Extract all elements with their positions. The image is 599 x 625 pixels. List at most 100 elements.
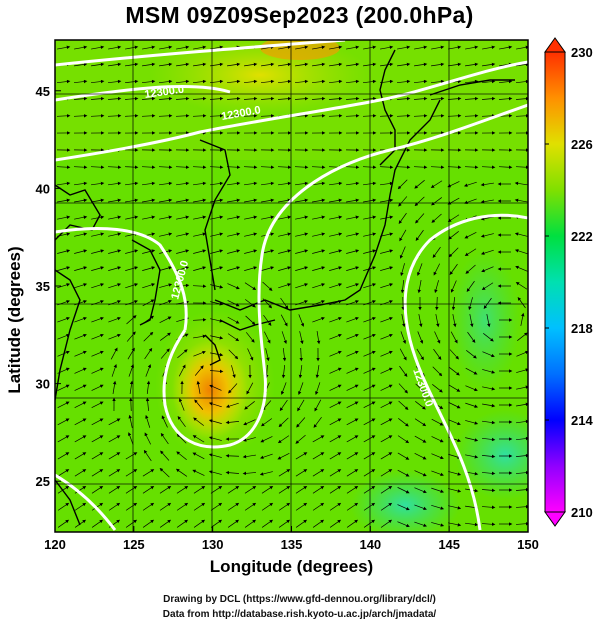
wind-arrow xyxy=(346,452,359,460)
wind-arrow xyxy=(227,283,240,290)
wind-arrow xyxy=(108,317,121,323)
wind-arrow xyxy=(363,333,376,340)
wind-arrow xyxy=(91,519,104,528)
wind-arrow xyxy=(108,435,121,443)
wind-arrow xyxy=(329,502,342,511)
wind-arrow xyxy=(398,400,409,410)
wind-arrow xyxy=(448,419,461,426)
wind-arrow xyxy=(415,401,426,410)
wind-arrow xyxy=(57,45,71,50)
wind-arrow xyxy=(329,452,342,460)
wind-arrow xyxy=(108,333,121,340)
wind-arrow xyxy=(74,317,87,323)
wind-arrow xyxy=(57,452,70,460)
wind-arrow xyxy=(295,485,308,494)
wind-arrow xyxy=(448,471,462,476)
wind-arrow xyxy=(277,435,290,444)
wind-arrow xyxy=(125,469,138,477)
wind-arrow xyxy=(194,399,204,410)
y-axis-ticks: 25 30 35 40 45 xyxy=(36,84,61,489)
wind-arrow xyxy=(345,79,360,84)
wind-arrow xyxy=(193,62,207,67)
y-tick-label: 30 xyxy=(36,377,50,392)
wind-arrow xyxy=(244,215,258,220)
wind-arrow xyxy=(448,45,462,50)
wind-arrow xyxy=(277,79,292,84)
wind-arrow xyxy=(108,181,122,186)
wind-arrow xyxy=(56,79,71,84)
wind-arrow xyxy=(480,216,494,221)
wind-arrow xyxy=(193,215,207,220)
wind-arrow xyxy=(261,519,274,528)
wind-arrow xyxy=(74,232,88,237)
wind-arrow xyxy=(329,215,343,220)
wind-arrow xyxy=(295,181,309,186)
wind-arrow xyxy=(73,79,88,84)
wind-arrow xyxy=(243,419,256,426)
wind-arrow xyxy=(464,96,479,101)
wind-arrow xyxy=(125,266,139,271)
wind-arrow xyxy=(515,281,528,290)
wind-arrow xyxy=(159,519,172,528)
wind-arrow xyxy=(108,469,121,477)
wind-arrow xyxy=(142,198,156,203)
wind-arrow xyxy=(74,350,87,357)
wind-arrow xyxy=(466,350,477,359)
wind-arrow xyxy=(481,471,496,476)
wind-arrow xyxy=(431,487,445,493)
wind-arrow xyxy=(74,367,87,374)
wind-arrow xyxy=(144,432,151,445)
wind-arrow xyxy=(176,433,187,444)
wind-arrow xyxy=(193,519,206,528)
wind-arrow xyxy=(465,437,479,442)
wind-arrow xyxy=(380,401,393,409)
wind-arrow xyxy=(91,62,105,67)
wind-arrow xyxy=(192,284,207,288)
wind-arrow xyxy=(227,502,240,511)
wind-arrow xyxy=(74,283,88,289)
wind-arrow xyxy=(146,380,151,394)
wind-arrow xyxy=(363,469,376,477)
wind-arrow xyxy=(482,437,496,442)
wind-arrow xyxy=(312,317,325,323)
wind-arrow xyxy=(142,45,156,50)
wind-arrow xyxy=(515,453,528,458)
wind-arrow xyxy=(260,79,275,84)
wind-arrow xyxy=(465,454,479,459)
wind-arrow xyxy=(278,232,292,237)
wind-arrow xyxy=(295,502,308,511)
wind-arrow xyxy=(108,198,122,203)
wind-arrow xyxy=(281,364,286,379)
wind-arrow xyxy=(435,314,440,328)
wind-arrow xyxy=(142,502,155,511)
wind-arrow xyxy=(74,62,88,67)
wind-arrow xyxy=(264,364,269,379)
wind-arrow xyxy=(346,401,359,409)
wind-arrow xyxy=(107,79,122,84)
wind-arrow xyxy=(467,331,476,343)
wind-arrow xyxy=(244,266,258,271)
wind-arrow xyxy=(124,79,139,84)
wind-arrow xyxy=(142,215,156,220)
wind-arrow xyxy=(414,179,425,189)
wind-arrow xyxy=(297,399,305,412)
wind-arrow xyxy=(480,249,494,255)
wind-arrow xyxy=(380,519,393,528)
wind-arrow xyxy=(159,332,171,341)
wind-arrow xyxy=(127,432,134,445)
wind-arrow xyxy=(414,521,428,527)
wind-arrow xyxy=(260,114,275,118)
wind-arrow xyxy=(346,62,360,67)
wind-arrow xyxy=(430,165,445,169)
wind-arrow xyxy=(260,453,273,459)
wind-arrow xyxy=(260,96,275,101)
wind-arrow xyxy=(329,266,343,271)
wind-arrow xyxy=(192,79,207,84)
wind-arrow xyxy=(380,266,394,271)
wind-arrow xyxy=(329,62,343,67)
wind-arrow xyxy=(277,165,292,169)
wind-arrow xyxy=(516,45,528,50)
wind-arrow xyxy=(329,384,342,391)
wind-arrow xyxy=(414,196,425,207)
wind-arrow xyxy=(125,181,139,186)
